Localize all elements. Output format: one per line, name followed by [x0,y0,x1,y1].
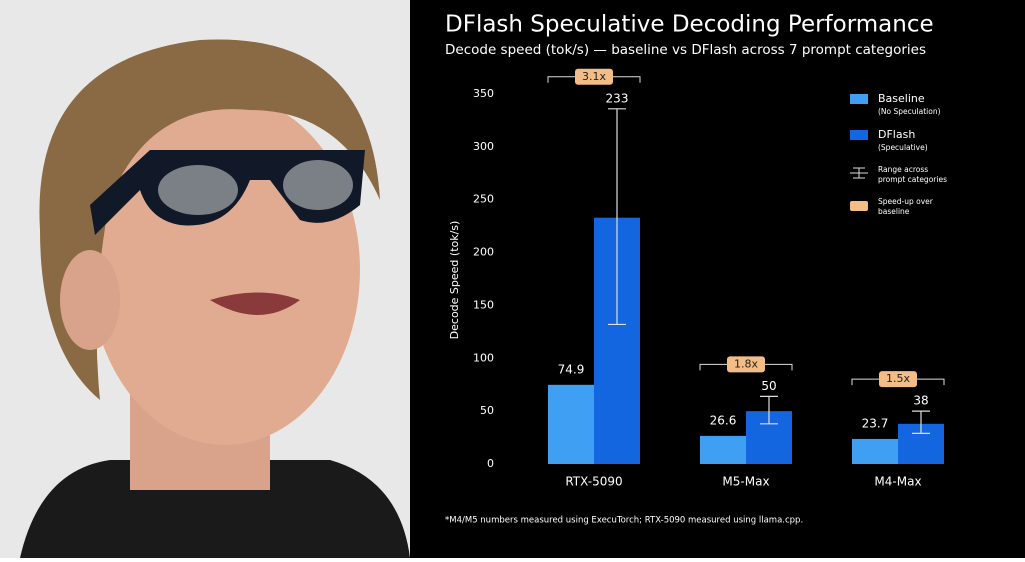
legend-note: (No Speculation) [878,107,941,116]
error-bar [608,108,626,326]
data-label: 50 [761,379,776,393]
legend-label: DFlash [878,128,915,141]
y-tick-label: 0 [487,457,494,470]
data-label: 74.9 [558,362,585,376]
mouth [210,292,300,315]
legend-range-icon [850,167,868,179]
lens [158,165,238,215]
y-tick-label: 300 [473,140,494,153]
speedup-label: 1.5x [886,372,910,385]
speedup-badge [575,68,613,85]
y-tick-label: 200 [473,246,494,259]
legend-label: Range across prompt categories [878,165,947,184]
photo [0,0,410,558]
error-bar [760,395,778,425]
y-tick-label: 250 [473,193,494,206]
speedup-badge [879,371,917,388]
data-label: 26.6 [710,413,737,427]
y-axis-label: Decode Speed (tok/s) [448,221,461,340]
lens [283,160,353,210]
data-label: 38 [913,394,928,408]
x-tick-label: M5-Max [722,475,769,489]
speedup-label: 1.8x [734,357,758,370]
hair [39,39,380,400]
x-tick-label: RTX-5090 [565,475,622,489]
y-tick-label: 100 [473,351,494,364]
error-bar [912,410,930,434]
chart-panel [410,0,1025,558]
y-tick-label: 150 [473,298,494,311]
chart-subtitle: Decode speed (tok/s) — baseline vs DFlas… [445,42,926,58]
shirt [20,460,410,558]
data-label: 233 [606,91,629,105]
x-tick-label: M4-Max [874,475,921,489]
bar [548,384,594,464]
y-tick-label: 350 [473,87,494,100]
ear [60,250,120,350]
legend-swatch [850,130,868,140]
y-tick-label: 50 [480,404,494,417]
footnote: *M4/M5 numbers measured using ExecuTorch… [445,516,803,526]
legend-swatch [850,94,868,104]
legend-note: (Speculative) [878,143,928,152]
data-label: 23.7 [862,416,889,430]
bar [852,438,898,464]
chart: DFlash Speculative Decoding Performance … [445,12,947,526]
chart-title: DFlash Speculative Decoding Performance [445,12,934,38]
legend-swatch [850,201,868,211]
speedup-badge [727,356,765,373]
legend-label: Baseline [878,92,925,105]
legend-label: Speed-up over baseline [878,197,934,216]
speedup-label: 3.1x [582,70,606,83]
bar [700,435,746,464]
